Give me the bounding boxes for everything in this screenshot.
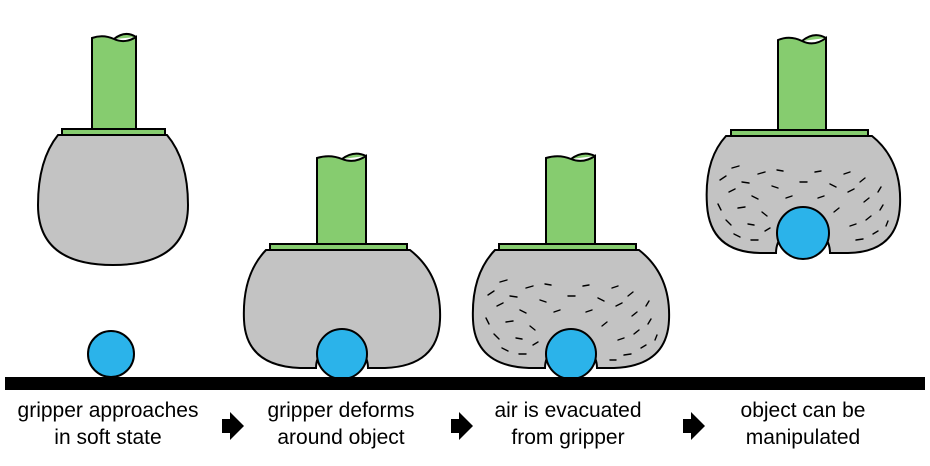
target-object-ball xyxy=(316,328,368,380)
stem-top-notch xyxy=(341,152,367,160)
step-caption-4: object can be manipulated xyxy=(703,397,903,451)
step-caption-2: gripper deforms around object xyxy=(241,397,441,451)
jammed-granule-marks xyxy=(485,279,658,361)
caption-line: manipulated xyxy=(745,426,861,449)
caption-line: air is evacuated xyxy=(494,399,642,422)
caption-line: object can be xyxy=(740,399,866,422)
gripper-membrane xyxy=(36,134,190,267)
gripper-stage-1 xyxy=(36,33,190,267)
caption-line: gripper deforms xyxy=(267,399,415,422)
right-block-arrow-icon xyxy=(451,412,473,440)
gripper-stem xyxy=(316,154,367,245)
gripper-stem xyxy=(91,35,137,131)
step-caption-1: gripper approaches in soft state xyxy=(8,397,208,451)
caption-line: around object xyxy=(277,426,405,449)
gripper-stem xyxy=(545,154,596,245)
caption-line: from gripper xyxy=(511,426,625,449)
gripper-stage-3 xyxy=(471,152,671,369)
target-object-ball xyxy=(545,328,597,380)
caption-line: gripper approaches xyxy=(17,399,199,422)
right-block-arrow-icon xyxy=(222,412,244,440)
gripper-stem xyxy=(777,36,827,131)
ground-surface xyxy=(5,377,925,390)
jammed-granule-marks xyxy=(717,165,889,241)
step-caption-3: air is evacuated from gripper xyxy=(468,397,668,451)
target-object-ball xyxy=(87,330,135,378)
stem-top-notch xyxy=(570,152,596,160)
stem-top-notch xyxy=(801,34,827,42)
gripper-stage-2 xyxy=(242,152,442,369)
stem-top-notch xyxy=(113,33,137,40)
caption-line: in soft state xyxy=(54,426,162,449)
gripper-stage-4 xyxy=(705,34,902,254)
target-object-ball xyxy=(776,206,830,260)
right-block-arrow-icon xyxy=(683,412,705,440)
